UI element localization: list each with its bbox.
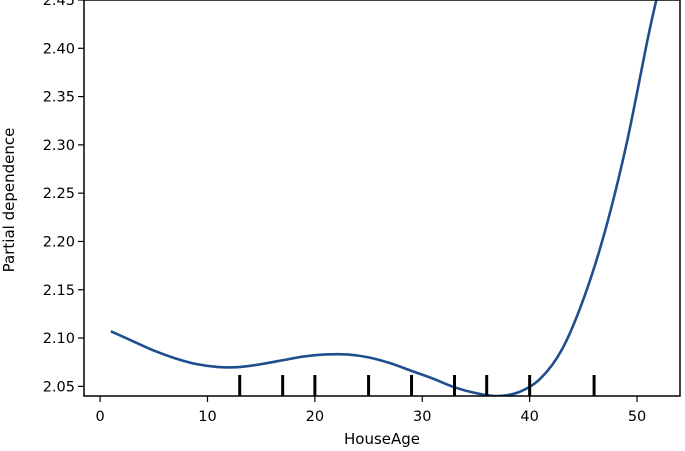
- y-tick-label: 2.20: [43, 234, 75, 250]
- y-tick-label: 2.15: [43, 283, 75, 299]
- x-tick-label: 0: [95, 409, 104, 425]
- partial-dependence-line: [110, 0, 658, 396]
- x-tick-label: 10: [198, 409, 216, 425]
- y-tick-label: 2.25: [43, 186, 75, 202]
- plot-frame: [83, 0, 681, 397]
- y-tick-label: 2.45: [43, 0, 75, 9]
- y-tick-label: 2.35: [43, 90, 75, 106]
- y-tick-label: 2.05: [43, 379, 75, 395]
- x-axis-label: HouseAge: [344, 430, 420, 448]
- y-axis-label: Partial dependence: [0, 128, 18, 273]
- y-tick-label: 2.30: [43, 138, 75, 154]
- x-tick-label: 20: [306, 409, 324, 425]
- x-tick-label: 30: [413, 409, 431, 425]
- x-tick-label: 50: [628, 409, 646, 425]
- y-tick-label: 2.10: [43, 331, 75, 347]
- y-tick-label: 2.40: [43, 41, 75, 57]
- x-tick-label: 40: [520, 409, 538, 425]
